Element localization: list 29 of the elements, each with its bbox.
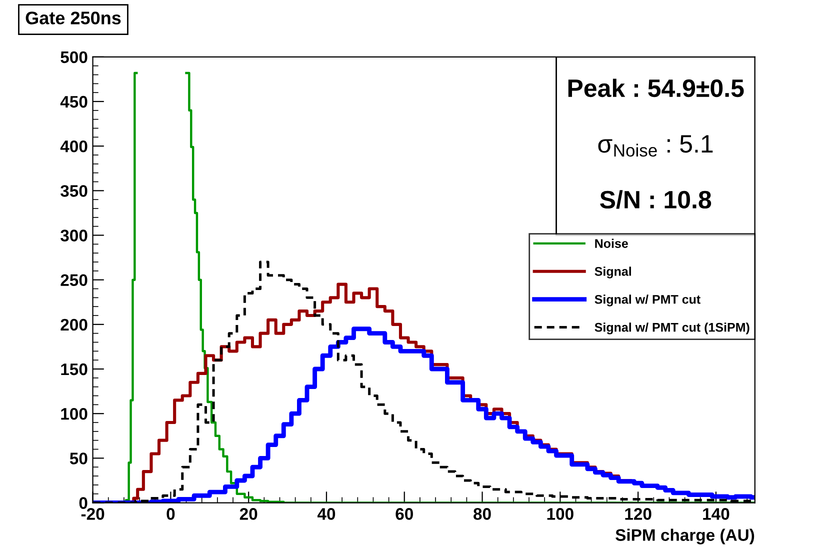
y-tick-label: 200 [60, 318, 88, 331]
x-tick-label: -20 [81, 508, 104, 520]
annotation: S/N : 10.8 [600, 190, 712, 209]
x-tick-label: 120 [625, 508, 652, 520]
x-axis-title: SiPM charge (AU) [616, 528, 754, 544]
legend-label: Signal w/ PMT cut (1SiPM) [594, 322, 750, 334]
legend-label: Signal w/ PMT cut [594, 294, 700, 306]
y-tick-label: 150 [61, 363, 88, 376]
y-tick-label: 400 [60, 140, 88, 152]
y-tick-label: 250 [60, 274, 88, 286]
y-tick-label: 500 [60, 51, 88, 64]
x-tick-label: 60 [396, 508, 413, 520]
y-tick-label: 450 [60, 96, 88, 108]
x-tick-label: 0 [166, 508, 175, 520]
legend-label: Noise [595, 238, 628, 248]
y-tick-label: 300 [60, 230, 88, 242]
x-tick-label: 80 [474, 508, 491, 520]
annotation: σ$_{Noise}$ : 5.1 [598, 135, 713, 157]
chart-title: Gate 250ns [26, 12, 121, 24]
x-tick-label: 40 [317, 508, 336, 520]
x-tick-label: 100 [547, 508, 574, 520]
y-tick-label: 0 [79, 497, 88, 509]
legend-label: Signal [594, 266, 631, 278]
y-tick-label: 350 [60, 185, 88, 197]
y-tick-label: 50 [70, 452, 88, 464]
x-tick-label: 20 [240, 508, 258, 520]
x-tick-label: 140 [703, 508, 730, 520]
y-tick-label: 100 [61, 408, 88, 420]
annotation: Peak : 54.9±0.5 [568, 78, 744, 98]
